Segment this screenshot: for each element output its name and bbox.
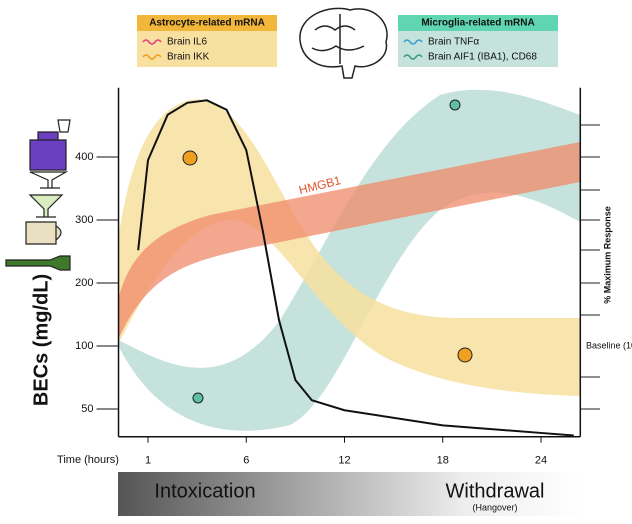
legend-label: Brain AIF1 (IBA1), CD68	[428, 52, 537, 63]
microglia-cell	[449, 99, 461, 111]
legend-swatch	[403, 39, 423, 45]
legend-title: Astrocyte-related mRNA	[149, 18, 265, 29]
y-tick-label: 50	[81, 403, 93, 415]
astrocyte-band	[118, 99, 580, 396]
x-axis-label: Time (hours)	[57, 454, 119, 466]
legend-label: Brain IKK	[167, 52, 210, 63]
legend-label: Brain IL6	[167, 37, 207, 48]
bec-line	[137, 99, 574, 437]
x-tick-label: 1	[145, 455, 151, 467]
hmgb1-band	[118, 142, 580, 340]
x-tick-label: 18	[437, 455, 449, 467]
legend-title: Microglia-related mRNA	[421, 18, 534, 29]
astrocyte-cell	[457, 347, 473, 363]
bands	[118, 89, 580, 431]
phase-bar	[118, 472, 582, 516]
legend-header	[137, 15, 277, 31]
baseline-label: Baseline (100%)	[586, 340, 632, 350]
legend-header	[398, 15, 558, 31]
y-tick-label: 300	[75, 214, 93, 226]
legend-swatch	[142, 54, 162, 60]
y-tick-label: 100	[75, 340, 93, 352]
legend-swatch	[142, 39, 162, 45]
legend-label: Brain TNFα	[428, 37, 479, 48]
x-tick-label: 12	[338, 455, 350, 467]
y2-axis-label: % Maximum Response	[602, 206, 612, 304]
astrocyte-cell	[182, 150, 198, 166]
microglia-cell	[192, 392, 204, 404]
y-axis-label: BECs (mg/dL)	[30, 274, 52, 406]
brain-icon	[299, 7, 388, 79]
y-tick-label: 200	[75, 277, 93, 289]
drink-icons	[5, 119, 71, 271]
phase-label: Intoxication	[154, 480, 255, 502]
legend-swatch	[403, 54, 423, 60]
x-tick-label: 6	[243, 455, 249, 467]
phase-note: (Hangover)	[472, 502, 517, 512]
right-axis-ticks	[580, 124, 600, 410]
y-tick-label: 400	[75, 151, 93, 163]
x-tick-label: 24	[535, 455, 547, 467]
phase-label: Withdrawal	[446, 480, 545, 502]
